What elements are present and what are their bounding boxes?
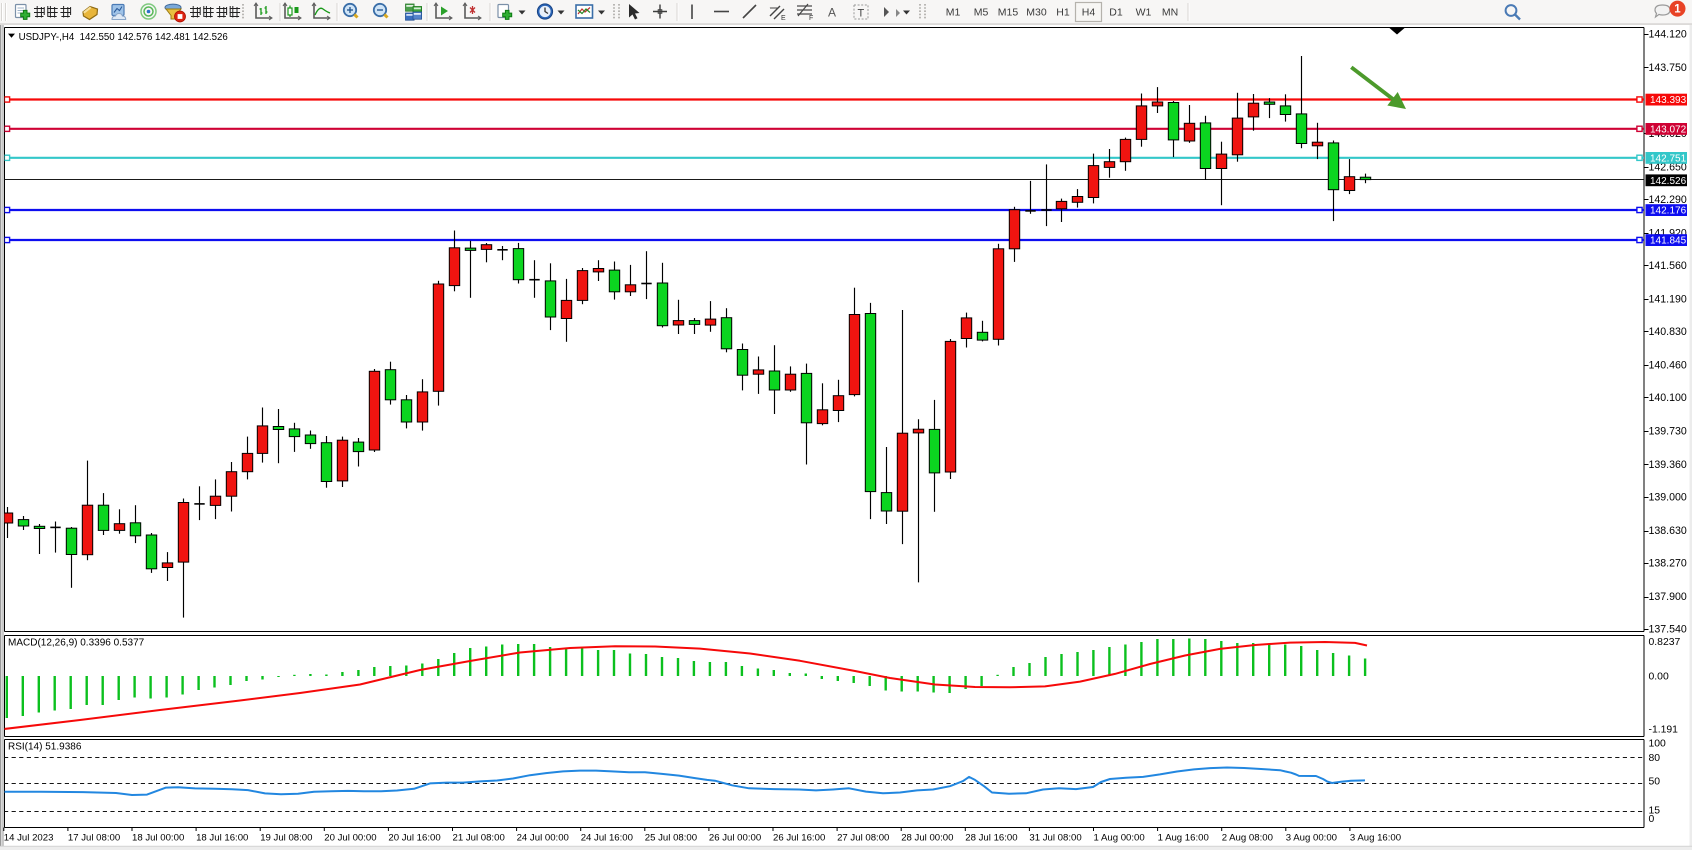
svg-text:H1: H1 (1056, 7, 1070, 19)
svg-text:18 Jul 16:00: 18 Jul 16:00 (196, 832, 248, 843)
svg-text:142.751: 142.751 (1650, 153, 1687, 164)
svg-text:MACD(12,26,9) 0.3396 0.5377: MACD(12,26,9) 0.3396 0.5377 (8, 638, 145, 649)
svg-text:M15: M15 (998, 7, 1019, 19)
svg-text:142.526: 142.526 (1650, 176, 1687, 187)
svg-text:1: 1 (1674, 4, 1681, 16)
svg-text:H4: H4 (1082, 7, 1096, 19)
svg-text:1 Aug 16:00: 1 Aug 16:00 (1158, 832, 1209, 843)
svg-text:26 Jul 16:00: 26 Jul 16:00 (773, 832, 825, 843)
svg-text:27 Jul 08:00: 27 Jul 08:00 (837, 832, 889, 843)
svg-text:31 Jul 08:00: 31 Jul 08:00 (1029, 832, 1081, 843)
svg-text:142.650: 142.650 (1649, 162, 1687, 174)
svg-text:-1.191: -1.191 (1649, 724, 1679, 735)
svg-text:140.100: 140.100 (1649, 392, 1687, 404)
svg-text:15: 15 (1649, 806, 1661, 817)
svg-text:USDJPY-,H4 142.550 142.576 14: USDJPY-,H4 142.550 142.576 142.481 142.5… (19, 32, 228, 43)
svg-text:139.730: 139.730 (1649, 426, 1687, 438)
svg-text:24 Jul 16:00: 24 Jul 16:00 (581, 832, 633, 843)
svg-text:141.190: 141.190 (1649, 294, 1687, 306)
svg-text:0.00: 0.00 (1649, 671, 1669, 682)
svg-text:50: 50 (1649, 777, 1661, 788)
svg-text:144.120: 144.120 (1649, 29, 1687, 41)
svg-text:25 Jul 08:00: 25 Jul 08:00 (645, 832, 697, 843)
svg-text:1 Aug 00:00: 1 Aug 00:00 (1094, 832, 1145, 843)
svg-text:RSI(14) 51.9386: RSI(14) 51.9386 (8, 742, 82, 753)
svg-text:17 Jul 08:00: 17 Jul 08:00 (68, 832, 120, 843)
svg-text:143.393: 143.393 (1650, 95, 1687, 106)
svg-text:M30: M30 (1026, 7, 1047, 19)
svg-text:T: T (858, 8, 865, 20)
svg-text:21 Jul 08:00: 21 Jul 08:00 (453, 832, 505, 843)
svg-text:0.8237: 0.8237 (1649, 637, 1681, 648)
svg-text:3 Aug 00:00: 3 Aug 00:00 (1286, 832, 1337, 843)
svg-text:M1: M1 (946, 7, 961, 19)
svg-text:28 Jul 16:00: 28 Jul 16:00 (965, 832, 1017, 843)
svg-text:141.560: 141.560 (1649, 260, 1687, 272)
svg-text:20 Jul 16:00: 20 Jul 16:00 (388, 832, 440, 843)
svg-text:20 Jul 00:00: 20 Jul 00:00 (324, 832, 376, 843)
svg-text:W1: W1 (1136, 7, 1152, 19)
svg-text:M5: M5 (974, 7, 989, 19)
svg-text:137.540: 137.540 (1649, 624, 1687, 636)
svg-text:0: 0 (1649, 814, 1655, 825)
svg-text:F: F (809, 15, 813, 22)
svg-text:3 Aug 16:00: 3 Aug 16:00 (1350, 832, 1401, 843)
svg-text:141.845: 141.845 (1650, 236, 1687, 247)
svg-text:139.000: 139.000 (1649, 492, 1687, 504)
svg-text:A: A (828, 6, 836, 20)
svg-text:MN: MN (1162, 7, 1178, 19)
svg-text:E: E (781, 15, 786, 22)
svg-text:18 Jul 00:00: 18 Jul 00:00 (132, 832, 184, 843)
svg-text:143.750: 143.750 (1649, 62, 1687, 74)
svg-text:140.460: 140.460 (1649, 360, 1687, 372)
svg-text:24 Jul 00:00: 24 Jul 00:00 (517, 832, 569, 843)
svg-text:142.176: 142.176 (1650, 206, 1687, 217)
svg-text:100: 100 (1649, 739, 1667, 750)
svg-text:80: 80 (1649, 753, 1661, 764)
svg-text:D1: D1 (1109, 7, 1123, 19)
svg-text:26 Jul 00:00: 26 Jul 00:00 (709, 832, 761, 843)
svg-text:140.830: 140.830 (1649, 326, 1687, 338)
svg-text:142.290: 142.290 (1649, 194, 1687, 206)
svg-text:2 Aug 08:00: 2 Aug 08:00 (1222, 832, 1273, 843)
svg-text:143.072: 143.072 (1650, 124, 1687, 135)
svg-text:139.360: 139.360 (1649, 459, 1687, 471)
svg-text:14 Jul 2023: 14 Jul 2023 (4, 832, 54, 843)
svg-text:138.630: 138.630 (1649, 525, 1687, 537)
svg-text:19 Jul 08:00: 19 Jul 08:00 (260, 832, 312, 843)
svg-text:138.270: 138.270 (1649, 558, 1687, 570)
svg-text:137.900: 137.900 (1649, 591, 1687, 603)
svg-text:28 Jul 00:00: 28 Jul 00:00 (901, 832, 953, 843)
